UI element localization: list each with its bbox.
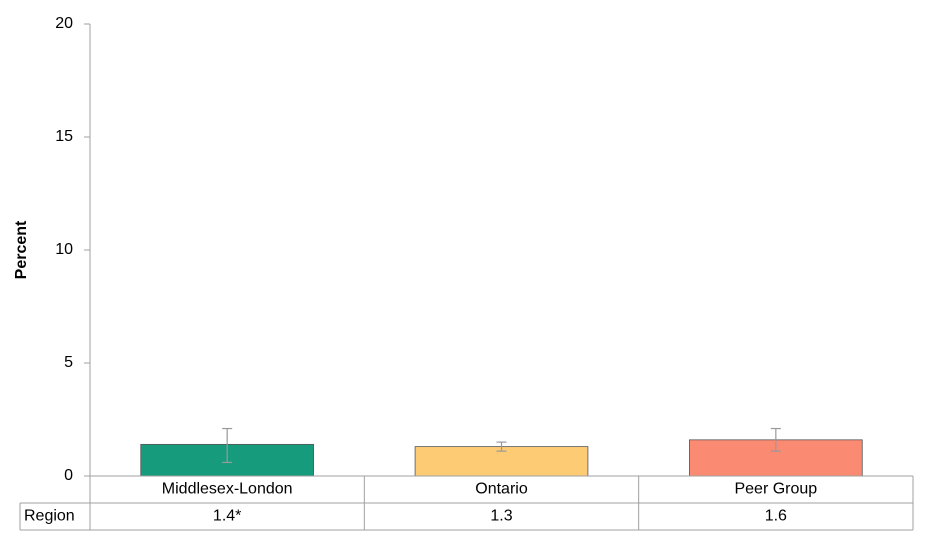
y-tick-label: 15: [55, 128, 73, 145]
x-tick-label: Middlesex-London: [162, 481, 293, 498]
y-tick-label: 10: [55, 241, 73, 258]
table-value: 1.3: [490, 508, 512, 525]
y-axis-title: Percent: [13, 220, 30, 279]
x-tick-label: Peer Group: [734, 481, 817, 498]
x-tick-label: Ontario: [475, 481, 528, 498]
y-tick-label: 20: [55, 15, 73, 32]
error-bar: [496, 441, 507, 452]
table-row-label: Region: [24, 508, 75, 525]
error-bar: [222, 427, 233, 464]
table-value: 1.4*: [213, 508, 241, 525]
y-tick-label: 5: [64, 354, 73, 371]
y-tick-label: 0: [64, 467, 73, 484]
table-value: 1.6: [765, 508, 787, 525]
error-bar: [770, 427, 781, 452]
